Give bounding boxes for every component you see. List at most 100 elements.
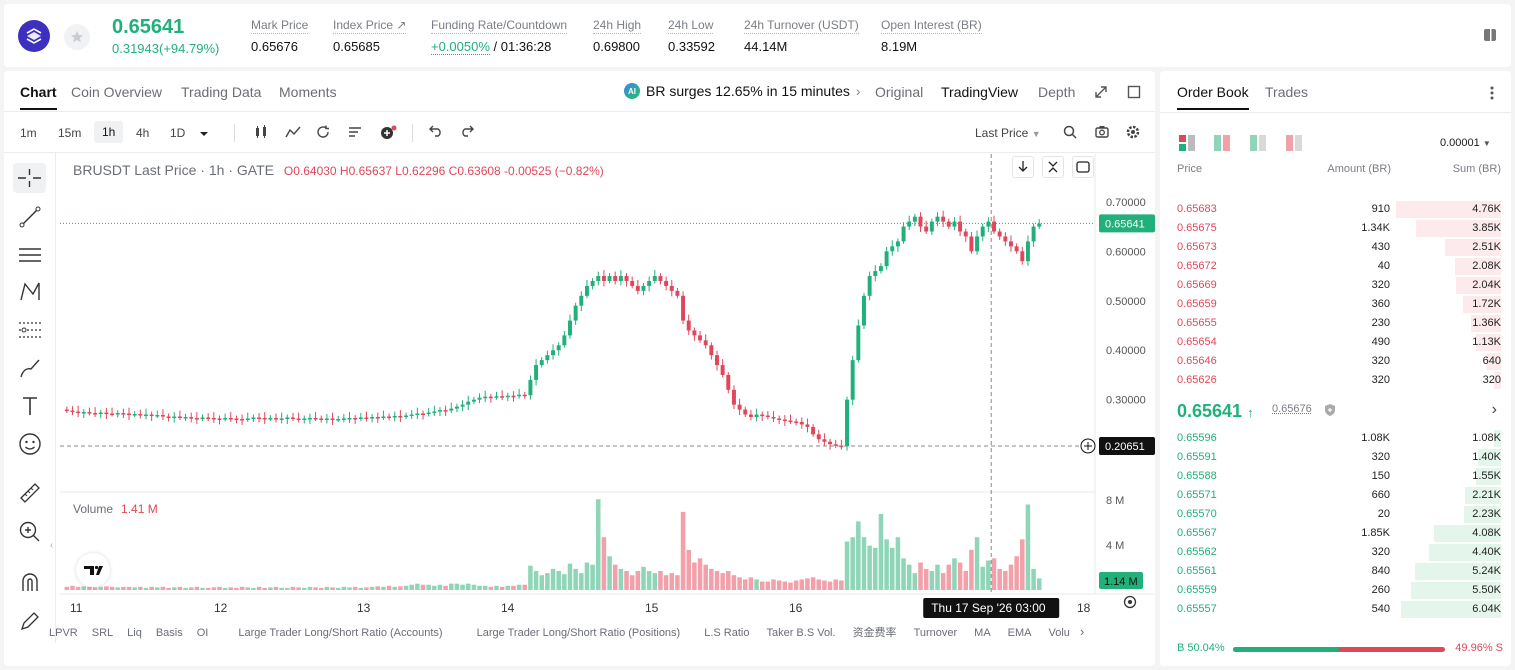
layout-asks-icon[interactable] xyxy=(1286,135,1302,154)
order-row[interactable]: 0.65646 320 640 xyxy=(1160,352,1511,371)
chart-area[interactable]: 0.70000 0.60000 0.50000 0.40000 0.30000 0.656… xyxy=(60,154,1155,664)
order-row[interactable]: 0.65659 360 1.72K xyxy=(1160,295,1511,314)
layout-bids-icon[interactable] xyxy=(1250,135,1266,154)
order-row[interactable]: 0.65683 910 4.76K xyxy=(1160,200,1511,219)
candles-icon[interactable] xyxy=(254,125,268,142)
trend-line-tool-icon[interactable] xyxy=(18,205,42,232)
order-row[interactable]: 0.65675 1.34K 3.85K xyxy=(1160,219,1511,238)
scroll-down-icon[interactable] xyxy=(1012,156,1034,178)
volume-bar xyxy=(1036,578,1042,590)
emoji-tool-icon[interactable] xyxy=(18,432,42,459)
add-indicator-icon[interactable] xyxy=(380,125,398,144)
redo-icon[interactable] xyxy=(460,125,474,140)
volume-bar xyxy=(759,581,765,590)
zoom-in-tool-icon[interactable] xyxy=(18,520,42,547)
brush-tool-icon[interactable] xyxy=(18,356,42,383)
order-row[interactable]: 0.65673 430 2.51K xyxy=(1160,238,1511,257)
layout-split-icon[interactable] xyxy=(1214,135,1230,154)
tab-trading-data[interactable]: Trading Data xyxy=(181,84,262,100)
notebook-icon[interactable] xyxy=(1483,28,1497,45)
indicator-funding-rate[interactable]: 资金费率 xyxy=(852,627,897,639)
indicators-icon[interactable] xyxy=(285,125,301,142)
pattern-tool-icon[interactable] xyxy=(18,280,42,307)
order-row[interactable]: 0.65561 840 5.24K xyxy=(1160,562,1511,581)
indicator-basis[interactable]: Basis xyxy=(155,627,183,639)
timeframe-15m[interactable]: 15m xyxy=(58,126,82,140)
order-row[interactable]: 0.65567 1.85K 4.08K xyxy=(1160,524,1511,543)
caret-down-icon[interactable] xyxy=(199,127,209,141)
horizontal-lines-tool-icon[interactable] xyxy=(18,243,42,270)
timeframe-4h[interactable]: 4h xyxy=(136,126,150,140)
reset-view-icon[interactable] xyxy=(1072,156,1094,178)
tab-order-book[interactable]: Order Book xyxy=(1177,84,1249,110)
indicator-liq[interactable]: Liq xyxy=(127,627,142,639)
time-tick-label: 12 xyxy=(214,601,228,615)
layout-both-icon[interactable] xyxy=(1179,135,1195,154)
order-row[interactable]: 0.65570 20 2.23K xyxy=(1160,505,1511,524)
indicator-srl[interactable]: SRL xyxy=(91,627,114,639)
search-icon[interactable] xyxy=(1063,125,1077,142)
templates-icon[interactable] xyxy=(348,125,362,142)
view-original[interactable]: Original xyxy=(875,84,924,100)
favorite-star-icon[interactable] xyxy=(64,24,90,50)
window-icon[interactable] xyxy=(1127,85,1141,102)
volume-bar xyxy=(816,579,822,590)
crosshair-tool-icon[interactable] xyxy=(13,163,46,193)
order-row[interactable]: 0.65654 490 1.13K xyxy=(1160,333,1511,352)
ruler-tool-icon[interactable] xyxy=(18,481,42,508)
pencil-lock-tool-icon[interactable] xyxy=(18,609,42,636)
order-row[interactable]: 0.65591 320 1.40K xyxy=(1160,448,1511,467)
chevron-right-icon[interactable]: › xyxy=(1079,624,1085,639)
order-row[interactable]: 0.65562 320 4.40K xyxy=(1160,543,1511,562)
tab-chart[interactable]: Chart xyxy=(20,84,57,110)
tab-coin-overview[interactable]: Coin Overview xyxy=(71,84,163,100)
settings-gear-icon[interactable] xyxy=(1126,125,1140,142)
fibonacci-tool-icon[interactable] xyxy=(18,318,42,345)
view-depth[interactable]: Depth xyxy=(1038,84,1076,100)
candle-body xyxy=(720,365,725,375)
more-options-icon[interactable] xyxy=(1489,85,1495,104)
candlestick-chart[interactable]: 0.70000 0.60000 0.50000 0.40000 0.30000 0.656… xyxy=(60,154,1155,664)
indicator-ma[interactable]: MA xyxy=(974,627,991,639)
volume-bar xyxy=(358,587,364,590)
order-row[interactable]: 0.65669 320 2.04K xyxy=(1160,276,1511,295)
precision-select[interactable]: 0.00001 ▼ xyxy=(1440,137,1491,149)
indicator-ls-accounts[interactable]: Large Trader Long/Short Ratio (Accounts) xyxy=(238,627,443,639)
indicator-volume[interactable]: Volu xyxy=(1048,627,1070,639)
indicator-lpvr[interactable]: LPVR xyxy=(49,627,78,639)
tab-moments[interactable]: Moments xyxy=(279,84,337,100)
text-tool-icon[interactable] xyxy=(18,394,42,421)
timeframe-1m[interactable]: 1m xyxy=(20,126,37,140)
timeframe-1h[interactable]: 1h xyxy=(94,121,124,143)
scale-settings-icon[interactable] xyxy=(1122,594,1138,613)
magnet-tool-icon[interactable] xyxy=(18,571,42,598)
crosshair-price-label: 0.20651 xyxy=(1105,441,1145,453)
collapse-sidebar-icon[interactable]: ‹ xyxy=(50,540,54,551)
indicator-taker-vol[interactable]: Taker B.S Vol. xyxy=(766,627,836,639)
order-row[interactable]: 0.65557 540 6.04K xyxy=(1160,600,1511,619)
camera-icon[interactable] xyxy=(1095,125,1109,141)
refresh-icon[interactable] xyxy=(316,125,330,142)
indicator-turnover[interactable]: Turnover xyxy=(913,627,958,639)
news-ticker[interactable]: AI BR surges 12.65% in 15 minutes › xyxy=(624,83,861,99)
candle-body xyxy=(788,420,793,422)
chevron-right-icon[interactable]: › xyxy=(1491,401,1497,418)
view-tradingview[interactable]: TradingView xyxy=(941,84,1019,100)
indicator-ls-ratio[interactable]: L.S Ratio xyxy=(704,627,750,639)
tab-trades[interactable]: Trades xyxy=(1265,84,1309,100)
indicator-oi[interactable]: OI xyxy=(196,627,209,639)
indicator-ema[interactable]: EMA xyxy=(1007,627,1032,639)
expand-icon[interactable] xyxy=(1094,85,1108,102)
order-row[interactable]: 0.65559 260 5.50K xyxy=(1160,581,1511,600)
timeframe-1d[interactable]: 1D xyxy=(170,126,186,140)
order-row[interactable]: 0.65655 230 1.36K xyxy=(1160,314,1511,333)
order-row[interactable]: 0.65588 150 1.55K xyxy=(1160,467,1511,486)
collapse-icon[interactable] xyxy=(1042,156,1064,178)
order-row[interactable]: 0.65571 660 2.21K xyxy=(1160,486,1511,505)
order-row[interactable]: 0.65596 1.08K 1.08K xyxy=(1160,429,1511,448)
price-type-select[interactable]: Last Price ▼ xyxy=(975,126,1041,140)
undo-icon[interactable] xyxy=(429,125,443,140)
order-row[interactable]: 0.65626 320 320 xyxy=(1160,371,1511,390)
indicator-ls-positions[interactable]: Large Trader Long/Short Ratio (Positions… xyxy=(476,627,681,639)
order-row[interactable]: 0.65672 40 2.08K xyxy=(1160,257,1511,276)
